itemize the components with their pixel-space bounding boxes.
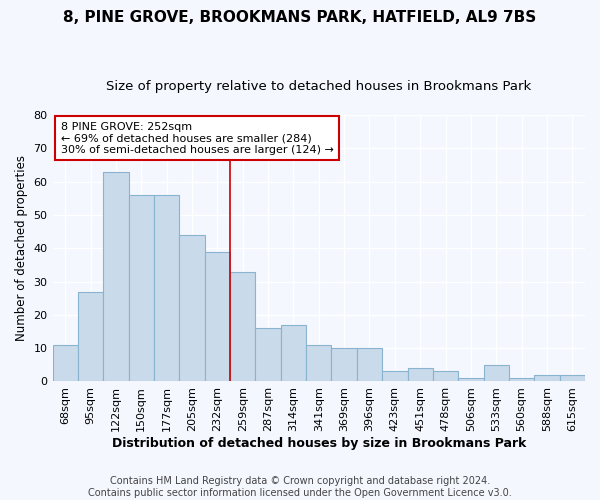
Bar	[306, 345, 331, 382]
Bar	[256, 328, 281, 382]
Bar	[560, 375, 585, 382]
Bar	[484, 365, 509, 382]
Bar	[407, 368, 433, 382]
Text: 8 PINE GROVE: 252sqm
← 69% of detached houses are smaller (284)
30% of semi-deta: 8 PINE GROVE: 252sqm ← 69% of detached h…	[61, 122, 334, 155]
Bar	[534, 375, 560, 382]
Y-axis label: Number of detached properties: Number of detached properties	[15, 155, 28, 341]
Bar	[179, 235, 205, 382]
Bar	[331, 348, 357, 382]
Bar	[382, 372, 407, 382]
Bar	[78, 292, 103, 382]
Text: 8, PINE GROVE, BROOKMANS PARK, HATFIELD, AL9 7BS: 8, PINE GROVE, BROOKMANS PARK, HATFIELD,…	[64, 10, 536, 25]
Bar	[103, 172, 128, 382]
Bar	[433, 372, 458, 382]
Bar	[458, 378, 484, 382]
Bar	[128, 195, 154, 382]
Text: Contains HM Land Registry data © Crown copyright and database right 2024.
Contai: Contains HM Land Registry data © Crown c…	[88, 476, 512, 498]
Bar	[230, 272, 256, 382]
Bar	[205, 252, 230, 382]
Bar	[154, 195, 179, 382]
Bar	[281, 325, 306, 382]
Bar	[357, 348, 382, 382]
X-axis label: Distribution of detached houses by size in Brookmans Park: Distribution of detached houses by size …	[112, 437, 526, 450]
Bar	[509, 378, 534, 382]
Bar	[53, 345, 78, 382]
Title: Size of property relative to detached houses in Brookmans Park: Size of property relative to detached ho…	[106, 80, 532, 93]
